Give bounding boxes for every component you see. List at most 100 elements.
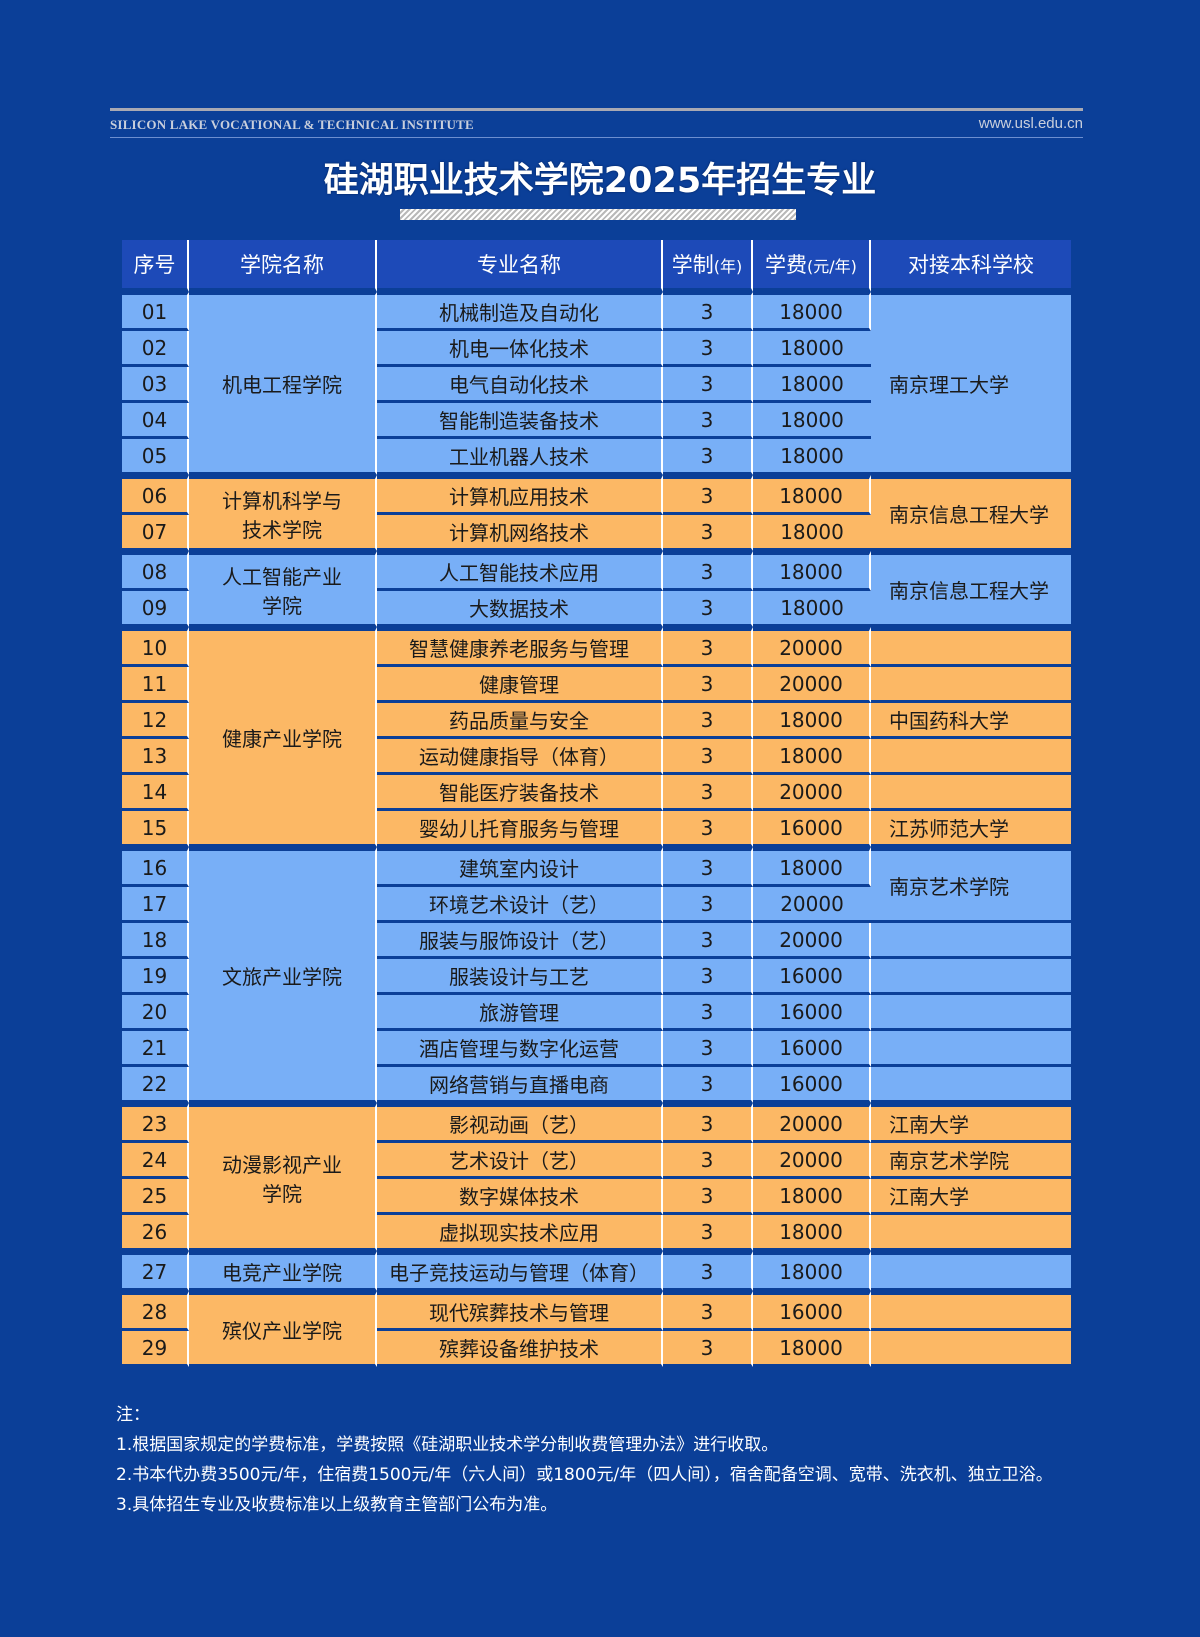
major-name: 机电一体化技术 [377, 331, 663, 367]
tuition-fee: 18000 [753, 403, 871, 439]
row-number: 05 [122, 439, 189, 475]
col-fee-label: 学费 [765, 253, 808, 277]
major-name: 艺术设计（艺） [377, 1143, 663, 1179]
major-name: 药品质量与安全 [377, 703, 663, 739]
page-title: 硅湖职业技术学院2025年招生专业 [323, 161, 877, 201]
study-years: 3 [663, 1067, 753, 1103]
partner-school: 南京理工大学 [871, 292, 1071, 475]
partner-school [871, 1331, 1071, 1367]
tuition-fee: 18000 [753, 439, 871, 475]
major-name: 现代殡葬技术与管理 [377, 1291, 663, 1331]
tuition-fee: 18000 [753, 703, 871, 739]
study-years: 3 [663, 1179, 753, 1215]
notes-label: 注： [116, 1405, 150, 1425]
major-name: 婴幼儿托育服务与管理 [377, 811, 663, 847]
major-name: 影视动画（艺） [377, 1103, 663, 1143]
partner-school: 中国药科大学 [871, 703, 1071, 739]
study-years: 3 [663, 775, 753, 811]
study-years: 3 [663, 1103, 753, 1143]
tuition-fee: 16000 [753, 1291, 871, 1331]
study-years: 3 [663, 367, 753, 403]
col-years-unit: (年) [713, 257, 743, 276]
partner-school [871, 959, 1071, 995]
major-name: 工业机器人技术 [377, 439, 663, 475]
tuition-fee: 18000 [753, 1215, 871, 1251]
row-number: 01 [122, 292, 189, 331]
tuition-fee: 16000 [753, 995, 871, 1031]
title-underline-stripe [400, 209, 796, 220]
col-fee-unit: (元/年) [807, 257, 857, 276]
tuition-fee: 18000 [753, 515, 871, 551]
major-name: 殡葬设备维护技术 [377, 1331, 663, 1367]
row-number: 20 [122, 995, 189, 1031]
notes: 注： 1.根据国家规定的学费标准，学费按照《硅湖职业技术学分制收费管理办法》进行… [116, 1400, 1086, 1520]
major-name: 智慧健康养老服务与管理 [377, 627, 663, 667]
row-number: 11 [122, 667, 189, 703]
tuition-fee: 20000 [753, 667, 871, 703]
major-name: 大数据技术 [377, 591, 663, 627]
major-name: 电子竞技运动与管理（体育） [377, 1251, 663, 1291]
row-number: 02 [122, 331, 189, 367]
partner-school [871, 739, 1071, 775]
college-name: 殡仪产业学院 [189, 1291, 377, 1367]
major-name: 环境艺术设计（艺） [377, 887, 663, 923]
row-number: 08 [122, 551, 189, 591]
college-name: 健康产业学院 [189, 627, 377, 847]
tuition-fee: 18000 [753, 292, 871, 331]
partner-school [871, 667, 1071, 703]
tuition-fee: 20000 [753, 1143, 871, 1179]
tuition-fee: 18000 [753, 331, 871, 367]
partner-school [871, 1251, 1071, 1291]
row-number: 22 [122, 1067, 189, 1103]
tuition-fee: 16000 [753, 1031, 871, 1067]
college-name: 文旅产业学院 [189, 847, 377, 1103]
table-row: 23 动漫影视产业学院 影视动画（艺） 3 20000 江南大学 [122, 1103, 1071, 1251]
study-years: 3 [663, 995, 753, 1031]
partner-school: 南京信息工程大学 [871, 551, 1071, 627]
col-no: 序号 [122, 240, 189, 292]
row-number: 06 [122, 475, 189, 515]
major-name: 网络营销与直播电商 [377, 1067, 663, 1103]
tuition-fee: 18000 [753, 847, 871, 887]
college-name: 机电工程学院 [189, 292, 377, 475]
tuition-fee: 20000 [753, 923, 871, 959]
college-name: 人工智能产业学院 [189, 551, 377, 627]
row-number: 14 [122, 775, 189, 811]
major-name: 计算机应用技术 [377, 475, 663, 515]
row-number: 21 [122, 1031, 189, 1067]
major-name: 服装设计与工艺 [377, 959, 663, 995]
partner-school [871, 1291, 1071, 1331]
major-name: 服装与服饰设计（艺） [377, 923, 663, 959]
partner-school: 南京艺术学院 [871, 847, 1071, 923]
tuition-fee: 20000 [753, 627, 871, 667]
col-fee: 学费(元/年) [753, 240, 871, 292]
row-number: 10 [122, 627, 189, 667]
study-years: 3 [663, 515, 753, 551]
row-number: 13 [122, 739, 189, 775]
study-years: 3 [663, 1143, 753, 1179]
institute-english-name: SILICON LAKE VOCATIONAL & TECHNICAL INST… [110, 117, 474, 132]
college-name: 动漫影视产业学院 [189, 1103, 377, 1251]
header-top-rule [110, 108, 1083, 111]
study-years: 3 [663, 811, 753, 847]
row-number: 28 [122, 1291, 189, 1331]
college-name: 电竞产业学院 [189, 1251, 377, 1291]
col-years: 学制(年) [663, 240, 753, 292]
college-name: 计算机科学与技术学院 [189, 475, 377, 551]
study-years: 3 [663, 403, 753, 439]
major-name: 健康管理 [377, 667, 663, 703]
tuition-fee: 18000 [753, 1251, 871, 1291]
study-years: 3 [663, 887, 753, 923]
study-years: 3 [663, 847, 753, 887]
table-row: 27 电竞产业学院 电子竞技运动与管理（体育） 3 18000 [122, 1251, 1071, 1291]
tuition-fee: 18000 [753, 475, 871, 515]
major-name: 虚拟现实技术应用 [377, 1215, 663, 1251]
major-name: 智能医疗装备技术 [377, 775, 663, 811]
tuition-fee: 18000 [753, 739, 871, 775]
tuition-fee: 18000 [753, 367, 871, 403]
study-years: 3 [663, 591, 753, 627]
study-years: 3 [663, 439, 753, 475]
note-item: 3.具体招生专业及收费标准以上级教育主管部门公布为准。 [116, 1495, 558, 1515]
partner-school: 江南大学 [871, 1103, 1071, 1143]
row-number: 18 [122, 923, 189, 959]
